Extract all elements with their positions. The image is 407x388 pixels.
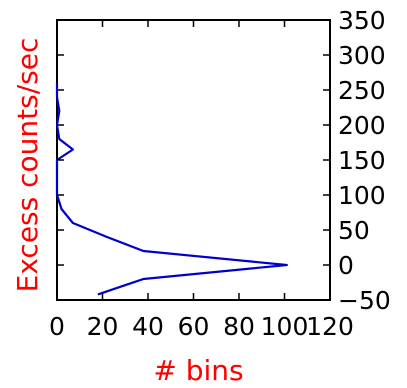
x-tick-label: 100: [261, 312, 309, 341]
y-tick-label: 350: [338, 6, 386, 35]
y-tick-label: 50: [338, 216, 370, 245]
y-tick-label: 300: [338, 41, 386, 70]
y-tick-label: 100: [338, 181, 386, 210]
series-line-0: [55, 83, 288, 296]
x-axis-label: # bins: [153, 354, 243, 387]
y-tick-label: −50: [338, 286, 391, 315]
x-tick-label: 80: [223, 312, 255, 341]
plot-frame: [56, 19, 331, 301]
y-tick-label: 200: [338, 111, 386, 140]
x-tick-label: 120: [306, 312, 354, 341]
y-axis-label: Excess counts/sec: [11, 38, 44, 293]
y-tick-label: 0: [338, 251, 354, 280]
x-tick-label: 60: [178, 312, 210, 341]
x-tick-label: 40: [132, 312, 164, 341]
y-tick-label: 250: [338, 76, 386, 105]
x-tick-label: 20: [87, 312, 119, 341]
x-tick-label: 0: [49, 312, 65, 341]
y-tick-label: 150: [338, 146, 386, 175]
